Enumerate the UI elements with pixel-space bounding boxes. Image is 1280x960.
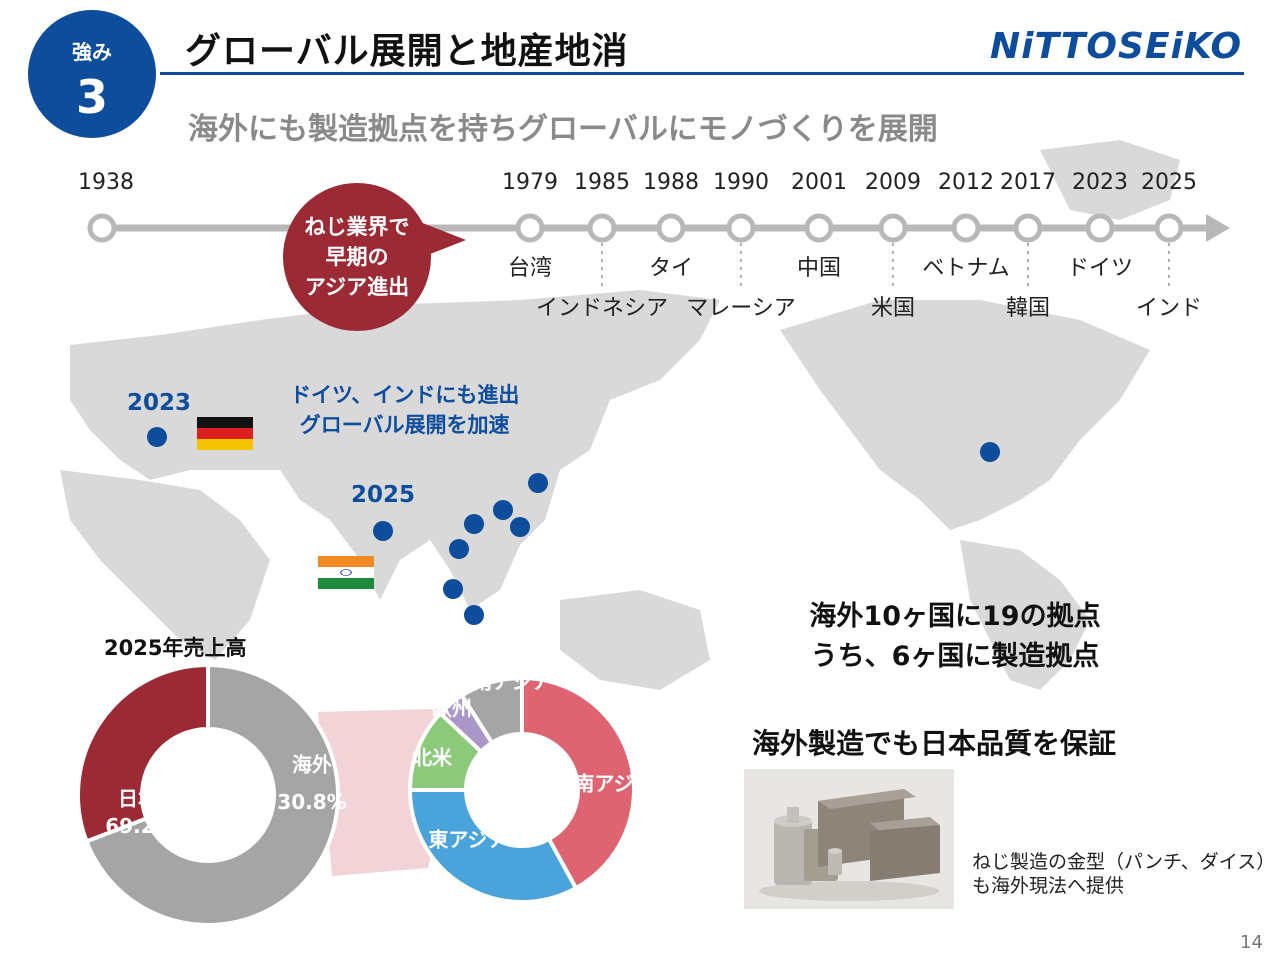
timeline-country: タイ (648, 256, 694, 281)
timeline-node (656, 213, 686, 243)
early-asia-bubble: ねじ業界で 早期の アジア進出 (283, 183, 431, 331)
breakdown-label: 北米 (412, 745, 452, 770)
timeline-node (515, 213, 545, 243)
timeline-country: インド (1135, 296, 1203, 321)
overseas-pct: 30.8% (277, 790, 347, 814)
sales-donut-charts (76, 662, 636, 927)
dies-caption: ねじ製造の金型（パンチ、ダイス） も海外現法へ提供 (972, 850, 1275, 898)
timeline-country: ベトナム (922, 256, 1010, 281)
india-year: 2025 (351, 482, 416, 508)
timeline-node (1085, 213, 1115, 243)
location-dot (980, 442, 1000, 462)
japan-pct: 69.2% (105, 814, 175, 838)
quality-headline: 海外製造でも日本品質を保証 (752, 727, 1117, 760)
donut-slice (76, 662, 210, 844)
breakdown-label: 東アジア (428, 827, 508, 852)
stat-bases: 海外10ヶ国に19の拠点 (809, 601, 1101, 632)
stat-manufacturing: うち、6ヶ国に製造拠点 (810, 641, 1100, 672)
timeline-node (878, 213, 908, 243)
timeline-country: 台湾 (507, 256, 553, 281)
timeline-country: インドネシア (535, 296, 669, 321)
timeline-node (87, 213, 117, 243)
bubble-line: ねじ業界で (304, 215, 410, 239)
breakdown-label: 欧州 (432, 696, 472, 721)
timeline-year: 2012 (938, 170, 994, 195)
timeline-axis (87, 213, 1230, 288)
timeline-country: ドイツ (1066, 256, 1134, 281)
page-title: グローバル展開と地産地消 (185, 31, 629, 72)
location-dot (373, 521, 393, 541)
location-dot (510, 517, 530, 537)
timeline-year: 2017 (1000, 170, 1056, 195)
timeline-node (1154, 213, 1184, 243)
timeline-year: 1990 (713, 170, 769, 195)
germany-year: 2023 (127, 390, 192, 416)
timeline-country: 米国 (870, 296, 916, 321)
dies-photo (744, 769, 954, 909)
timeline-node (587, 213, 617, 243)
timeline-year: 2001 (791, 170, 847, 195)
caption-line: ねじ製造の金型（パンチ、ダイス） (972, 851, 1276, 873)
page-subtitle: 海外にも製造拠点を持ちグローバルにモノづくりを展開 (188, 112, 938, 147)
india-flag (318, 556, 374, 589)
location-dot (147, 427, 167, 447)
location-dot (464, 605, 484, 625)
strength-badge: 強み 3 (28, 10, 156, 138)
expansion-message: ドイツ、インドにも進出 グローバル展開を加速 (290, 380, 519, 440)
bubble-line: アジア進出 (304, 275, 410, 299)
location-dot (443, 579, 463, 599)
donut-slice (83, 662, 340, 927)
location-dot (528, 473, 548, 493)
page-number: 14 (1240, 932, 1263, 953)
timeline-start-year: 1938 (78, 170, 134, 195)
timeline-node (1013, 213, 1043, 243)
breakdown-label: 南アジア (472, 669, 552, 694)
badge-number: 3 (75, 70, 108, 124)
overseas-label: 海外 (292, 752, 332, 777)
donut-slice (459, 675, 524, 746)
timeline-country: 韓国 (1005, 296, 1051, 321)
bubble-line: 早期の (325, 245, 389, 269)
location-dot (464, 514, 484, 534)
sales-title: 2025年売上高 (104, 636, 247, 660)
title-underline (160, 72, 1244, 75)
donut-slice (520, 675, 636, 891)
timeline-year: 2023 (1072, 170, 1128, 195)
location-dot (493, 500, 513, 520)
badge-label: 強み (72, 40, 112, 64)
timeline-year: 2025 (1141, 170, 1197, 195)
caption-line: も海外現法へ提供 (972, 875, 1125, 897)
japan-label: 日本 (118, 786, 158, 811)
timeline-year: 1979 (502, 170, 558, 195)
expansion-line: ドイツ、インドにも進出 (290, 383, 520, 407)
dies-illustration (744, 769, 954, 909)
timeline-year: 1985 (574, 170, 630, 195)
timeline-year: 2009 (865, 170, 921, 195)
timeline-year: 1988 (643, 170, 699, 195)
timeline-node (951, 213, 981, 243)
germany-flag (197, 417, 253, 450)
expansion-line: グローバル展開を加速 (299, 413, 510, 437)
company-logo: NiTTOSEiKO (990, 26, 1243, 67)
breakdown-label: 東南アジア (554, 771, 654, 796)
timeline-node (804, 213, 834, 243)
location-dot (449, 539, 469, 559)
timeline-country: 中国 (796, 256, 842, 281)
timeline-node (726, 213, 756, 243)
timeline-country: マレーシア (686, 296, 796, 321)
donut-slice (407, 788, 579, 904)
